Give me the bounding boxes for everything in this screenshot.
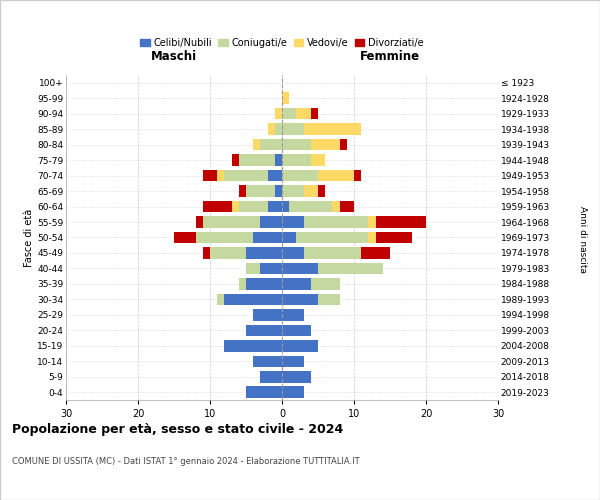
Bar	[268, 124, 275, 135]
Bar	[311, 108, 318, 120]
Bar	[282, 170, 318, 181]
Bar	[217, 170, 224, 181]
Bar	[260, 216, 282, 228]
Bar	[253, 356, 282, 367]
Bar	[246, 186, 275, 197]
Bar	[311, 154, 325, 166]
Bar	[239, 278, 246, 289]
Bar	[282, 186, 304, 197]
Bar	[246, 262, 260, 274]
Bar	[282, 324, 311, 336]
Bar	[282, 247, 304, 259]
Bar	[275, 108, 282, 120]
Bar	[282, 124, 304, 135]
Bar	[282, 232, 296, 243]
Bar	[376, 216, 426, 228]
Bar	[282, 309, 304, 320]
Bar	[282, 340, 318, 351]
Bar	[210, 247, 246, 259]
Bar	[239, 186, 246, 197]
Bar	[282, 371, 311, 382]
Bar	[239, 200, 268, 212]
Bar	[282, 92, 289, 104]
Bar	[304, 247, 361, 259]
Bar	[282, 139, 311, 150]
Legend: Celibi/Nubili, Coniugati/e, Vedovi/e, Divorziati/e: Celibi/Nubili, Coniugati/e, Vedovi/e, Di…	[136, 34, 428, 52]
Bar	[318, 170, 354, 181]
Bar	[232, 200, 239, 212]
Bar	[260, 262, 282, 274]
Bar	[311, 139, 340, 150]
Bar	[268, 200, 282, 212]
Bar	[354, 170, 361, 181]
Bar	[304, 124, 361, 135]
Bar	[296, 108, 311, 120]
Bar	[275, 154, 282, 166]
Bar	[282, 278, 311, 289]
Bar	[224, 340, 282, 351]
Bar	[282, 154, 311, 166]
Bar	[311, 278, 340, 289]
Bar	[332, 200, 340, 212]
Bar	[224, 294, 282, 305]
Text: Popolazione per età, sesso e stato civile - 2024: Popolazione per età, sesso e stato civil…	[12, 422, 343, 436]
Y-axis label: Fasce di età: Fasce di età	[24, 208, 34, 266]
Bar	[282, 216, 304, 228]
Bar	[203, 170, 217, 181]
Bar	[224, 170, 268, 181]
Bar	[282, 262, 318, 274]
Bar	[368, 232, 376, 243]
Bar	[253, 232, 282, 243]
Bar	[232, 154, 239, 166]
Bar	[246, 386, 282, 398]
Bar	[304, 216, 368, 228]
Bar	[260, 139, 282, 150]
Bar	[340, 139, 347, 150]
Text: Anni di nascita: Anni di nascita	[577, 206, 587, 274]
Bar	[253, 309, 282, 320]
Bar	[174, 232, 196, 243]
Bar	[282, 356, 304, 367]
Bar	[203, 216, 260, 228]
Bar	[282, 200, 289, 212]
Bar	[260, 371, 282, 382]
Bar	[239, 154, 275, 166]
Bar	[203, 247, 210, 259]
Bar	[275, 124, 282, 135]
Bar	[282, 386, 304, 398]
Text: COMUNE DI USSITA (MC) - Dati ISTAT 1° gennaio 2024 - Elaborazione TUTTITALIA.IT: COMUNE DI USSITA (MC) - Dati ISTAT 1° ge…	[12, 458, 359, 466]
Bar	[275, 186, 282, 197]
Bar	[196, 232, 253, 243]
Text: Femmine: Femmine	[360, 50, 420, 62]
Bar	[246, 247, 282, 259]
Bar	[318, 186, 325, 197]
Bar	[253, 139, 260, 150]
Bar	[217, 294, 224, 305]
Bar	[340, 200, 354, 212]
Bar	[282, 108, 296, 120]
Bar	[203, 200, 232, 212]
Bar	[376, 232, 412, 243]
Bar	[289, 200, 332, 212]
Bar	[368, 216, 376, 228]
Bar	[246, 324, 282, 336]
Bar	[268, 170, 282, 181]
Bar	[361, 247, 390, 259]
Bar	[318, 294, 340, 305]
Bar	[296, 232, 368, 243]
Bar	[246, 278, 282, 289]
Bar	[282, 294, 318, 305]
Bar	[196, 216, 203, 228]
Bar	[304, 186, 318, 197]
Bar	[318, 262, 383, 274]
Text: Maschi: Maschi	[151, 50, 197, 62]
